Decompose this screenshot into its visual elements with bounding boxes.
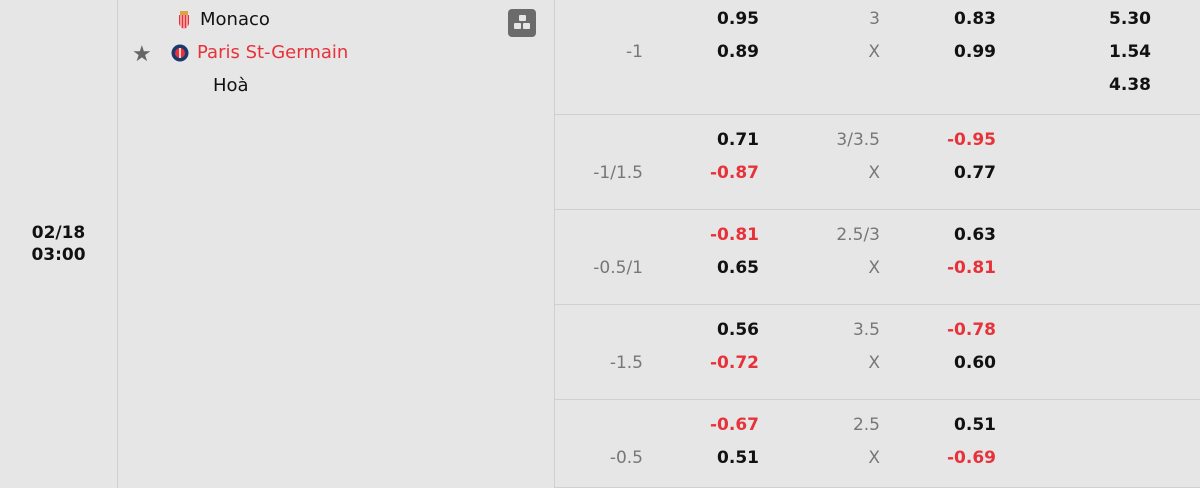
away-odds[interactable]: 0.51 xyxy=(717,448,759,468)
over-odds[interactable]: 0.63 xyxy=(954,225,996,245)
total-x: X xyxy=(868,258,880,278)
total-x: X xyxy=(868,448,880,468)
1x2-odds[interactable]: 1.54 xyxy=(1109,42,1151,62)
total-line: 3 xyxy=(869,9,880,29)
handicap-line: -0.5 xyxy=(609,448,643,468)
total-line: 2.5 xyxy=(852,415,880,435)
home-odds[interactable]: 0.56 xyxy=(717,320,759,340)
handicap-line: -1/1.5 xyxy=(593,163,643,183)
away-team[interactable]: Paris St-Germain xyxy=(171,42,348,63)
under-odds[interactable]: -0.69 xyxy=(947,448,996,468)
odds-row: -0.5 -0.67 0.51 2.5 X 0.51 -0.69 xyxy=(555,400,1200,488)
home-odds[interactable]: -0.81 xyxy=(710,225,759,245)
total-x: X xyxy=(868,163,880,183)
away-odds[interactable]: 0.65 xyxy=(717,258,759,278)
match-time: 03:00 xyxy=(31,245,86,265)
over-odds[interactable]: -0.78 xyxy=(947,320,996,340)
under-odds[interactable]: 0.77 xyxy=(954,163,996,183)
under-odds[interactable]: -0.81 xyxy=(947,258,996,278)
match-datetime: 02/18 03:00 xyxy=(0,0,118,488)
handicap-line: -0.5/1 xyxy=(593,258,643,278)
favorite-star-icon[interactable]: ★ xyxy=(132,42,152,67)
away-team-name: Paris St-Germain xyxy=(197,42,349,63)
home-team-name: Monaco xyxy=(200,9,270,30)
under-odds[interactable]: 0.99 xyxy=(954,42,996,62)
teams-column: Monaco ★ Paris St-Germain Hoà xyxy=(118,0,555,488)
stats-icon[interactable] xyxy=(508,9,536,37)
total-x: X xyxy=(868,42,880,62)
odds-row: -1 0.95 0.89 3 X 0.83 0.99 5.30 1.54 4.38 xyxy=(555,0,1200,115)
1x2-odds[interactable]: 4.38 xyxy=(1109,75,1151,95)
handicap-line: -1 xyxy=(626,42,643,62)
psg-crest-icon xyxy=(171,44,189,61)
match-date: 02/18 xyxy=(31,223,86,243)
away-odds[interactable]: 0.89 xyxy=(717,42,759,62)
over-odds[interactable]: 0.83 xyxy=(954,9,996,29)
odds-row: -0.5/1 -0.81 0.65 2.5/3 X 0.63 -0.81 xyxy=(555,210,1200,305)
total-line: 2.5/3 xyxy=(836,225,880,245)
home-odds[interactable]: 0.95 xyxy=(717,9,759,29)
odds-row: -1/1.5 0.71 -0.87 3/3.5 X -0.95 0.77 xyxy=(555,115,1200,210)
over-odds[interactable]: -0.95 xyxy=(947,130,996,150)
handicap-line: -1.5 xyxy=(609,353,643,373)
away-odds[interactable]: -0.87 xyxy=(710,163,759,183)
under-odds[interactable]: 0.60 xyxy=(954,353,996,373)
monaco-crest-icon xyxy=(179,10,189,29)
total-line: 3.5 xyxy=(852,320,880,340)
1x2-odds[interactable]: 5.30 xyxy=(1109,9,1151,29)
odds-row: -1.5 0.56 -0.72 3.5 X -0.78 0.60 xyxy=(555,305,1200,400)
over-odds[interactable]: 0.51 xyxy=(954,415,996,435)
home-odds[interactable]: 0.71 xyxy=(717,130,759,150)
total-x: X xyxy=(868,353,880,373)
draw-text: Hoà xyxy=(213,75,249,96)
home-odds[interactable]: -0.67 xyxy=(710,415,759,435)
home-team[interactable]: Monaco xyxy=(176,9,270,30)
away-odds[interactable]: -0.72 xyxy=(710,353,759,373)
total-line: 3/3.5 xyxy=(836,130,880,150)
draw-label: Hoà xyxy=(213,75,249,96)
